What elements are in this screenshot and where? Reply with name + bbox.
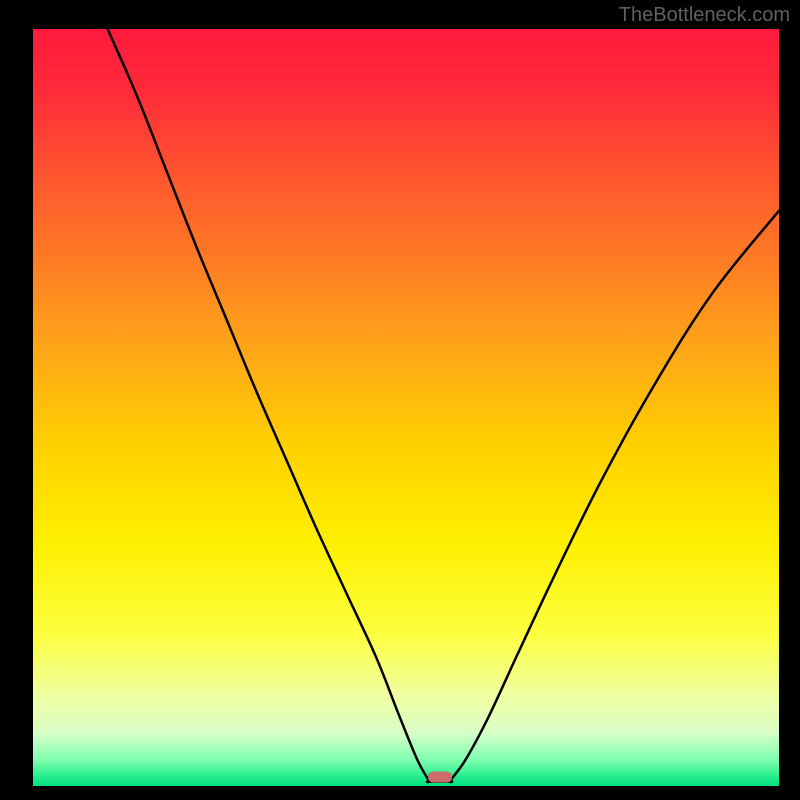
optimum-marker	[428, 771, 452, 782]
gradient-background	[33, 29, 779, 786]
chart-container: TheBottleneck.com	[0, 0, 800, 800]
watermark-text: TheBottleneck.com	[619, 4, 790, 27]
plot-area	[33, 29, 779, 786]
